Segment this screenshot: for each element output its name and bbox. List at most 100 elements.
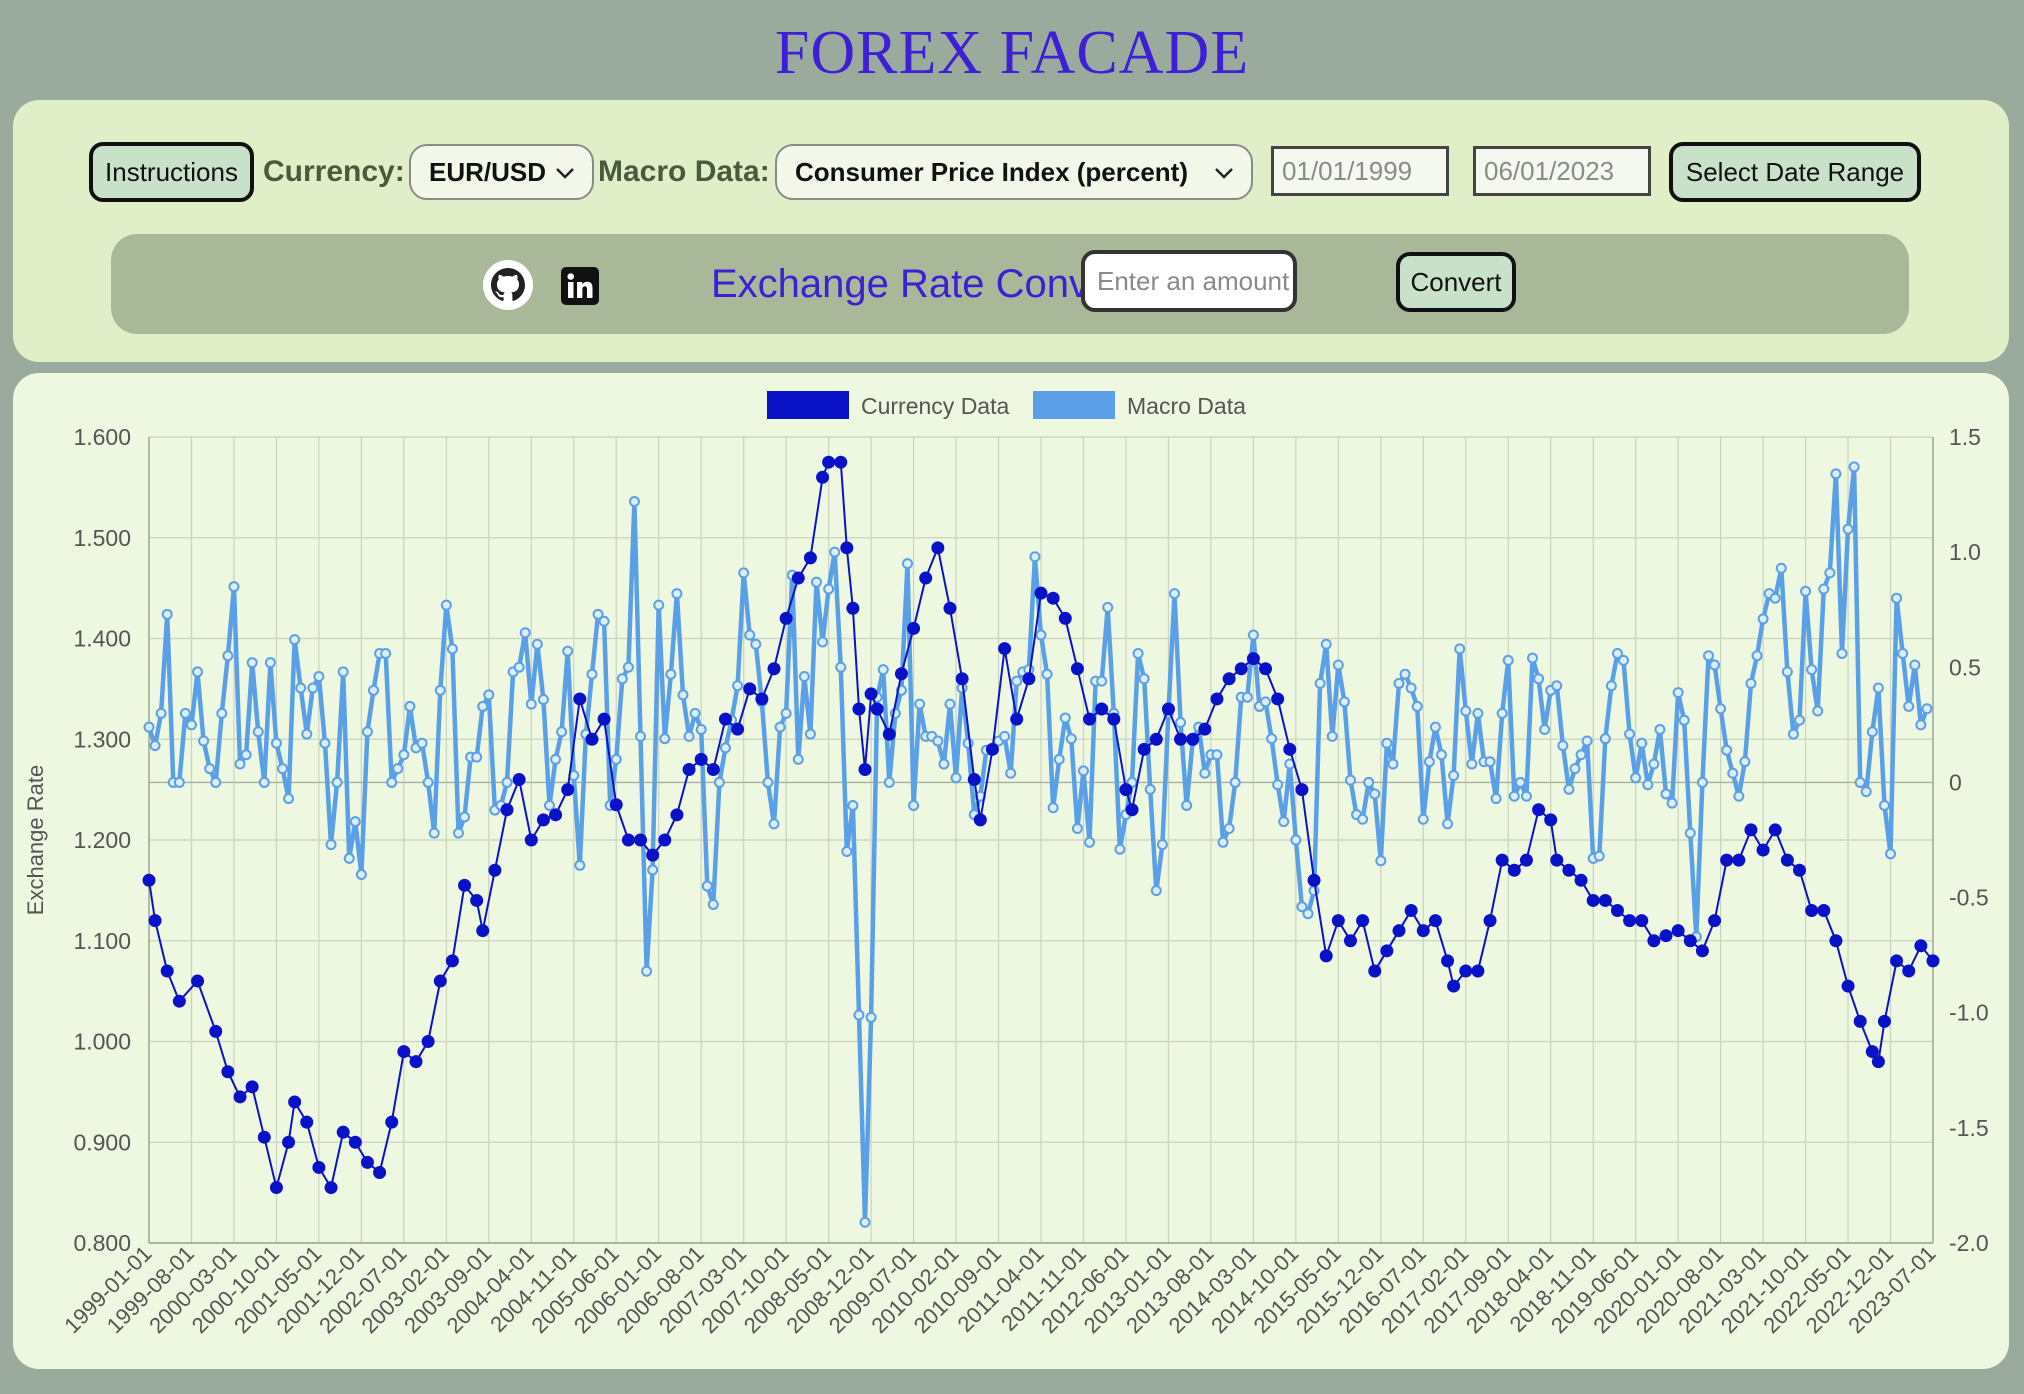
- y-axis-label: Exchange Rate: [23, 765, 48, 915]
- currency-point: [1926, 954, 1940, 968]
- macro-point: [1872, 682, 1884, 694]
- macro-point: [477, 700, 489, 712]
- macro-point: [204, 763, 216, 775]
- macro-point: [1290, 834, 1302, 846]
- currency-point: [160, 964, 174, 978]
- macro-point: [586, 668, 598, 680]
- linkedin-icon[interactable]: [561, 267, 599, 305]
- macro-point: [732, 680, 744, 692]
- currency-point: [1574, 873, 1588, 887]
- legend: Currency Data Macro Data: [767, 391, 1246, 419]
- macro-point: [574, 859, 586, 871]
- macro-point: [392, 763, 404, 775]
- macro-point: [1065, 733, 1077, 745]
- y2-tick-label: -0.5: [1949, 885, 1989, 911]
- macro-point: [628, 495, 640, 507]
- currency-point: [500, 803, 514, 817]
- currency-point: [1853, 1014, 1867, 1028]
- macro-point: [1672, 687, 1684, 699]
- macro-point: [750, 638, 762, 650]
- currency-point: [1483, 914, 1497, 928]
- currency-point: [1720, 853, 1734, 867]
- currency-point: [1095, 702, 1109, 716]
- macro-point: [1448, 770, 1460, 782]
- currency-point: [209, 1024, 223, 1038]
- currency-point: [743, 682, 757, 696]
- amount-input[interactable]: Enter an amount: [1081, 250, 1297, 312]
- macro-point: [452, 827, 464, 839]
- macro-select[interactable]: Consumer Price Index (percent): [775, 144, 1253, 200]
- currency-point: [1732, 853, 1746, 867]
- macro-point: [240, 749, 252, 761]
- macro-point: [355, 869, 367, 881]
- currency-point: [1635, 914, 1649, 928]
- currency-point: [1392, 924, 1406, 938]
- currency-point: [1119, 783, 1133, 797]
- currency-point: [360, 1155, 374, 1169]
- macro-point: [1836, 647, 1848, 659]
- end-date-input[interactable]: 06/01/2023: [1473, 146, 1651, 196]
- currency-point: [476, 924, 490, 938]
- y2-tick-label: -2.0: [1949, 1230, 1989, 1256]
- macro-point: [1387, 758, 1399, 770]
- currency-point: [1234, 662, 1248, 676]
- currency-point: [269, 1181, 283, 1195]
- macro-point: [1399, 668, 1411, 680]
- macro-point: [198, 735, 210, 747]
- currency-point: [1817, 904, 1831, 918]
- currency-point: [488, 863, 502, 877]
- macro-point: [386, 776, 398, 788]
- currency-point: [1125, 803, 1139, 817]
- macro-point: [671, 588, 683, 600]
- macro-point: [349, 816, 361, 828]
- currency-point: [1107, 712, 1121, 726]
- currency-point: [852, 702, 866, 716]
- macro-point: [1041, 668, 1053, 680]
- select-date-range-button[interactable]: Select Date Range: [1669, 142, 1921, 202]
- macro-point: [270, 737, 282, 749]
- currency-point: [1877, 1014, 1891, 1028]
- macro-point: [1011, 675, 1023, 687]
- github-icon[interactable]: [482, 259, 534, 311]
- currency-select[interactable]: EUR/USD: [409, 144, 594, 200]
- macro-point: [817, 636, 829, 648]
- macro-point: [914, 698, 926, 710]
- convert-button[interactable]: Convert: [1396, 252, 1516, 312]
- macro-point: [1842, 523, 1854, 535]
- macro-point: [883, 776, 895, 788]
- macro-point: [841, 846, 853, 858]
- start-date-input[interactable]: 01/01/1999: [1271, 146, 1449, 196]
- currency-point: [142, 873, 156, 887]
- currency-point: [1768, 823, 1782, 837]
- macro-point: [1332, 659, 1344, 671]
- macro-point: [301, 728, 313, 740]
- macro-point: [1739, 756, 1751, 768]
- y-tick-label: 1.600: [73, 424, 131, 450]
- currency-point: [524, 833, 538, 847]
- macro-point: [823, 583, 835, 595]
- macro-point: [1466, 758, 1478, 770]
- macro-point: [780, 707, 792, 719]
- macro-point: [1266, 733, 1278, 745]
- macro-point: [592, 608, 604, 620]
- currency-point: [312, 1160, 326, 1174]
- macro-point: [1915, 719, 1927, 731]
- macro-point: [143, 721, 155, 733]
- macro-point: [677, 689, 689, 701]
- macro-point: [762, 776, 774, 788]
- macro-point: [1903, 700, 1915, 712]
- macro-point: [1423, 756, 1435, 768]
- y-tick-label: 0.900: [73, 1129, 131, 1155]
- macro-point: [1630, 772, 1642, 784]
- macro-point: [1393, 677, 1405, 689]
- currency-point: [1683, 934, 1697, 948]
- currency-point: [1319, 949, 1333, 963]
- macro-point: [361, 726, 373, 738]
- instructions-button[interactable]: Instructions: [89, 142, 254, 202]
- currency-point: [1550, 853, 1564, 867]
- macro-point: [1769, 592, 1781, 604]
- macro-point: [1217, 836, 1229, 848]
- macro-point: [1223, 822, 1235, 834]
- currency-point: [621, 833, 635, 847]
- exchange-rate-chart: 1.600 1.500 1.400 1.300 1.200 1.100 1.000 0.900…: [23, 391, 1989, 1338]
